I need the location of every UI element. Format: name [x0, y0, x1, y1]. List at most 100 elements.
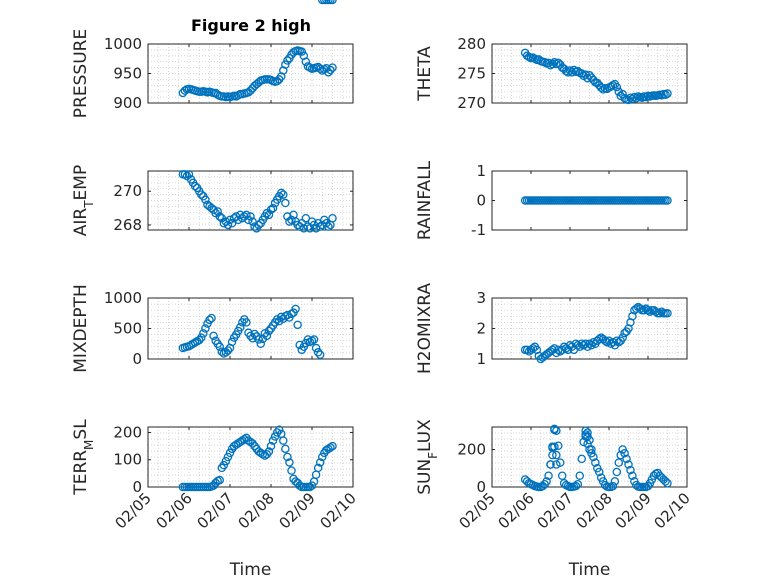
subplot-5: 0 500 1000 MIXDEPTH — [71, 0, 354, 373]
data-point — [595, 467, 604, 477]
data-point — [276, 72, 286, 81]
data-point — [272, 315, 282, 324]
data-point — [645, 307, 655, 316]
data-point — [542, 477, 551, 486]
data-point — [215, 342, 224, 352]
data-point — [632, 304, 641, 313]
data-point — [199, 329, 208, 338]
data-point — [268, 436, 278, 445]
data-point — [552, 460, 561, 469]
data-point — [663, 308, 672, 318]
data-point — [309, 335, 319, 344]
y-tick-label: 275 — [457, 65, 486, 83]
data-point — [207, 313, 216, 323]
data-point — [213, 207, 222, 216]
data-point — [313, 463, 323, 473]
data-point — [301, 57, 311, 66]
data-point — [303, 335, 313, 344]
y-axis-label-main: TERR — [71, 450, 91, 496]
y-tick-label: 268 — [113, 216, 142, 234]
data-point — [217, 347, 227, 356]
y-tick-label: 200 — [113, 423, 142, 441]
data-point — [215, 212, 224, 221]
data-point — [614, 458, 624, 467]
data-point — [276, 188, 286, 198]
data-point — [180, 170, 190, 179]
axes-box — [491, 426, 688, 488]
y-axis-label: H2OMIXRA — [415, 283, 435, 374]
axes-box — [147, 426, 354, 488]
data-point — [550, 425, 559, 435]
y-tick-label: 1 — [476, 350, 486, 368]
y-axis-label: PRESSURE — [71, 29, 91, 118]
subplot-7: 0100200TERRMSL02/0502/0602/0702/0802/090… — [71, 419, 360, 580]
data-point — [281, 198, 290, 208]
data-point — [246, 86, 255, 95]
data-point — [587, 448, 596, 458]
data-point — [612, 82, 622, 92]
data-point — [317, 220, 327, 230]
data-point — [246, 212, 255, 221]
data-point — [577, 454, 586, 464]
x-tick-label: 02/07 — [194, 489, 237, 532]
data-point — [250, 329, 259, 339]
y-tick-label: 0 — [132, 478, 142, 496]
data-point — [272, 76, 282, 86]
data-point — [225, 448, 235, 458]
data-point — [600, 480, 610, 490]
y-axis-label-subscript: T — [82, 200, 96, 209]
data-point — [577, 69, 586, 78]
subplot-4: -1 0 1 RAINFALL — [415, 160, 688, 240]
x-tick-label: 02/08 — [573, 489, 616, 532]
y-tick-label: 270 — [457, 94, 486, 112]
data-point — [266, 205, 276, 215]
data-point — [197, 190, 206, 199]
data-point — [326, 443, 335, 452]
data-point — [544, 471, 553, 480]
data-point — [260, 329, 270, 338]
data-point — [620, 448, 629, 458]
data-point — [256, 339, 265, 348]
y-axis-label-main: AIR — [71, 208, 91, 237]
data-point — [268, 203, 278, 213]
data-point — [554, 441, 563, 450]
data-point — [324, 68, 333, 77]
data-point — [279, 436, 288, 445]
data-point — [283, 56, 292, 65]
y-axis-label: RAINFALL — [415, 160, 435, 240]
data-point — [328, 0, 337, 5]
y-axis-label-subscript: F — [426, 452, 440, 459]
data-point — [242, 318, 251, 327]
data-point — [303, 222, 313, 231]
data-point — [663, 478, 672, 488]
data-point — [602, 337, 612, 347]
data-point — [315, 64, 325, 74]
y-tick-label: 0 — [132, 350, 142, 368]
data-point — [651, 307, 661, 316]
data-point — [254, 220, 263, 230]
data-point — [632, 480, 641, 490]
y-axis-label-main: SUN — [415, 459, 435, 495]
data-point — [552, 450, 561, 460]
data-point — [624, 460, 633, 469]
data-point — [295, 481, 304, 490]
data-point — [595, 334, 604, 344]
data-point — [297, 47, 306, 56]
data-point — [546, 460, 555, 469]
data-point — [299, 51, 309, 61]
data-point — [628, 471, 637, 480]
x-tick-label: 02/10 — [651, 489, 694, 532]
y-axis-label-subscript: M — [82, 440, 96, 450]
data-point — [583, 439, 592, 449]
data-point — [223, 452, 233, 462]
data-point — [608, 481, 618, 491]
figure-title: Figure 2 high — [191, 16, 311, 35]
data-point — [201, 324, 210, 333]
data-point — [581, 426, 590, 435]
data-point — [311, 343, 321, 353]
data-point — [307, 481, 317, 490]
data-point — [641, 92, 651, 102]
data-point — [190, 181, 200, 191]
data-point — [285, 458, 294, 467]
x-tick-label: 02/08 — [235, 489, 278, 532]
